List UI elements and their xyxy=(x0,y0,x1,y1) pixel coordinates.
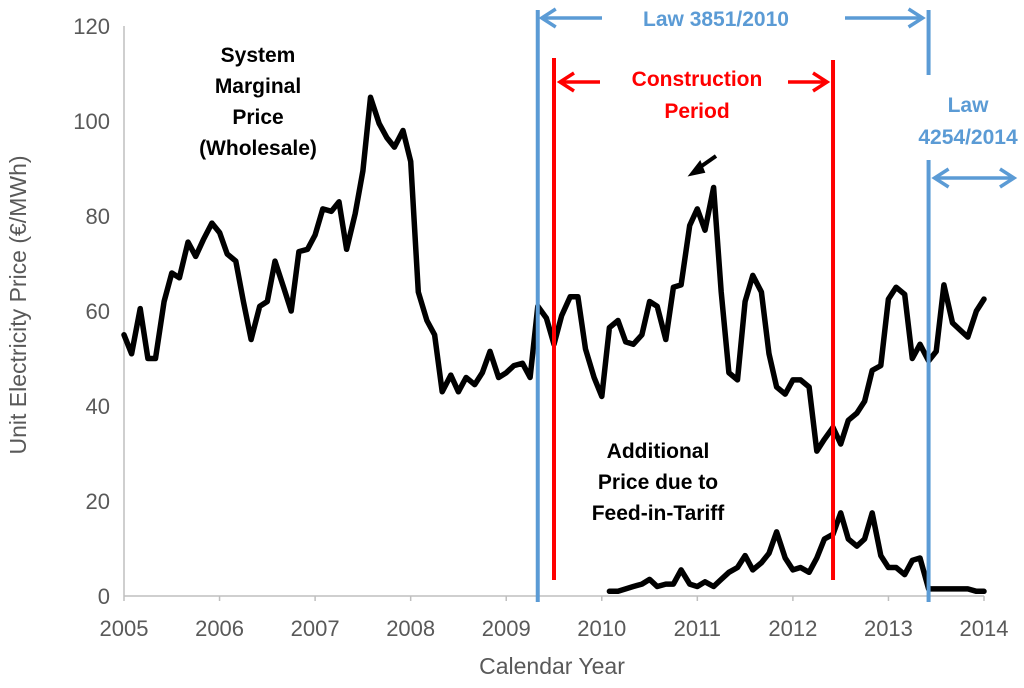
y-tick-label: 0 xyxy=(98,584,110,609)
y-tick-label: 80 xyxy=(86,204,110,229)
y-tick-label: 40 xyxy=(86,394,110,419)
law1-arrow-left-head xyxy=(538,7,557,29)
x-tick-label: 2011 xyxy=(674,616,721,641)
annotations: System Marginal Price (Wholesale) Law 3851/2… xyxy=(199,8,1018,525)
law2-arrow-right-head xyxy=(999,167,1018,189)
y-tick-label: 60 xyxy=(86,299,110,324)
annotation-law-3851-line: Law 3851/2010 xyxy=(643,8,789,31)
y-tick-label: 100 xyxy=(73,109,110,134)
x-tick-label: 2013 xyxy=(864,616,913,641)
annotation-system-marginal-price-line: Price xyxy=(232,106,283,129)
x-tick-label: 2007 xyxy=(291,616,340,641)
y-axis-title: Unit Electricity Price (€/MWh) xyxy=(5,155,31,454)
y-tick-label: 20 xyxy=(86,489,110,514)
x-tick-label: 2008 xyxy=(386,616,435,641)
x-tick-label: 2009 xyxy=(482,616,531,641)
annotation-system-marginal-price-line: Marginal xyxy=(215,75,301,98)
range-arrows xyxy=(538,7,1018,189)
vertical-lines xyxy=(535,10,931,602)
annotation-feed-in-tariff-line: Feed-in-Tariff xyxy=(592,502,726,525)
annotation-system-marginal-price-line: (Wholesale) xyxy=(199,137,317,160)
annotation-law-4254-line: Law xyxy=(948,94,990,117)
y-tick-label: 120 xyxy=(73,14,110,39)
y-tick-labels: 0 20 40 60 80 100 120 xyxy=(73,14,110,609)
annotation-system-marginal-price-line: System xyxy=(221,44,296,67)
construction-arrow-left-head xyxy=(556,71,575,93)
construction-arrow-right-head xyxy=(812,71,831,93)
annotation-feed-in-tariff-line: Price due to xyxy=(598,471,718,494)
annotation-construction-period-line: Construction xyxy=(632,68,763,91)
law2-arrow-left-head xyxy=(931,167,950,189)
x-tick-label: 2012 xyxy=(768,616,817,641)
x-tick-label: 2006 xyxy=(195,616,244,641)
x-tick-label: 2005 xyxy=(100,616,149,641)
x-axis-title: Calendar Year xyxy=(479,653,625,679)
annotation-construction-period-line: Period xyxy=(664,100,729,123)
law1-arrow-right-head xyxy=(907,7,926,29)
axes xyxy=(123,26,985,601)
annotation-feed-in-tariff-line: Additional xyxy=(607,440,710,463)
x-tick-label: 2010 xyxy=(577,616,626,641)
series-line-feed-in-tariff xyxy=(606,510,987,595)
annotation-law-4254-line: 4254/2014 xyxy=(918,126,1018,149)
x-tick-label: 2014 xyxy=(960,616,1009,641)
peak-pointer-head xyxy=(687,159,706,177)
x-tick-labels: 2005 2006 2007 2008 2009 2010 2011 2012 2013 2014 xyxy=(100,616,1009,641)
